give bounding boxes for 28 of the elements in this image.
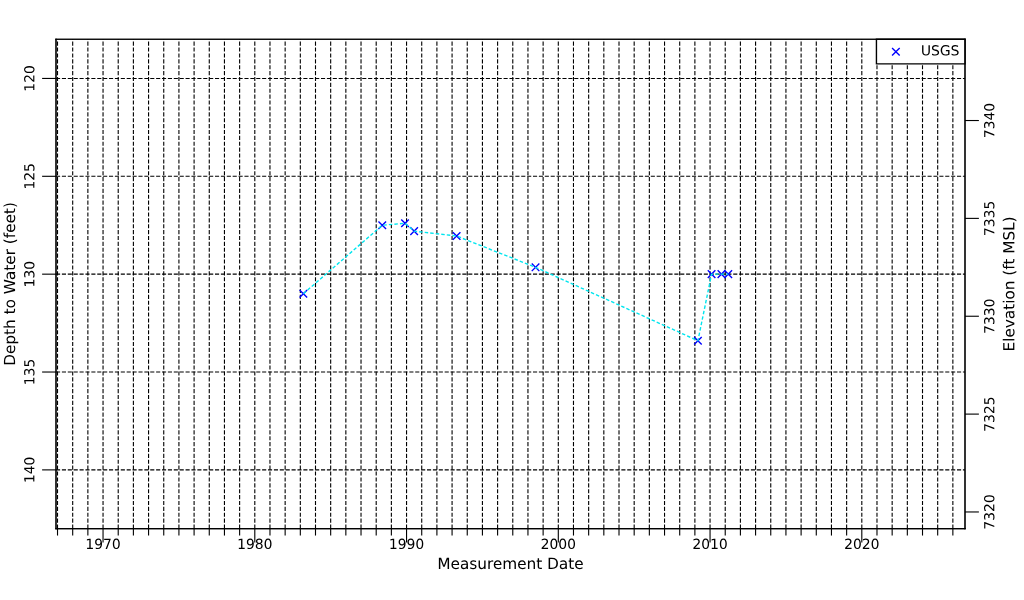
y-tick-label: 125 [24, 164, 35, 189]
y2-axis-title: Elevation (ft MSL) [1002, 217, 1017, 350]
y2-tick-label: 7335 [984, 201, 995, 235]
y-axis-title: Depth to Water (feet) [3, 203, 19, 365]
point [409, 226, 419, 236]
x-tick-label: 1990 [390, 538, 424, 550]
y2-tick-label: 7325 [984, 397, 995, 431]
point [400, 218, 410, 228]
x-axis-title: Measurement Date [438, 557, 583, 570]
x-tick-label: 2000 [541, 538, 576, 550]
point [531, 262, 541, 272]
x-tick-label: 2020 [845, 538, 879, 550]
y2-tick-label: 7320 [984, 495, 995, 529]
point [377, 220, 387, 230]
x-tick-label: 2010 [693, 538, 727, 550]
y2-tick-label: 7330 [984, 299, 995, 333]
point [693, 336, 703, 346]
y-tick-label: 135 [24, 359, 35, 384]
y-tick-label: 120 [24, 66, 35, 91]
y-tick-label: 140 [24, 457, 35, 482]
y2-tick-label: 7340 [984, 103, 995, 138]
point [298, 289, 308, 299]
legend-label: USGS [922, 45, 959, 56]
y-tick-label: 130 [24, 261, 35, 286]
point [452, 231, 462, 241]
x-tick-label: 1980 [238, 538, 272, 550]
line-series [302, 222, 729, 342]
x-tick-label: 1970 [86, 538, 120, 550]
